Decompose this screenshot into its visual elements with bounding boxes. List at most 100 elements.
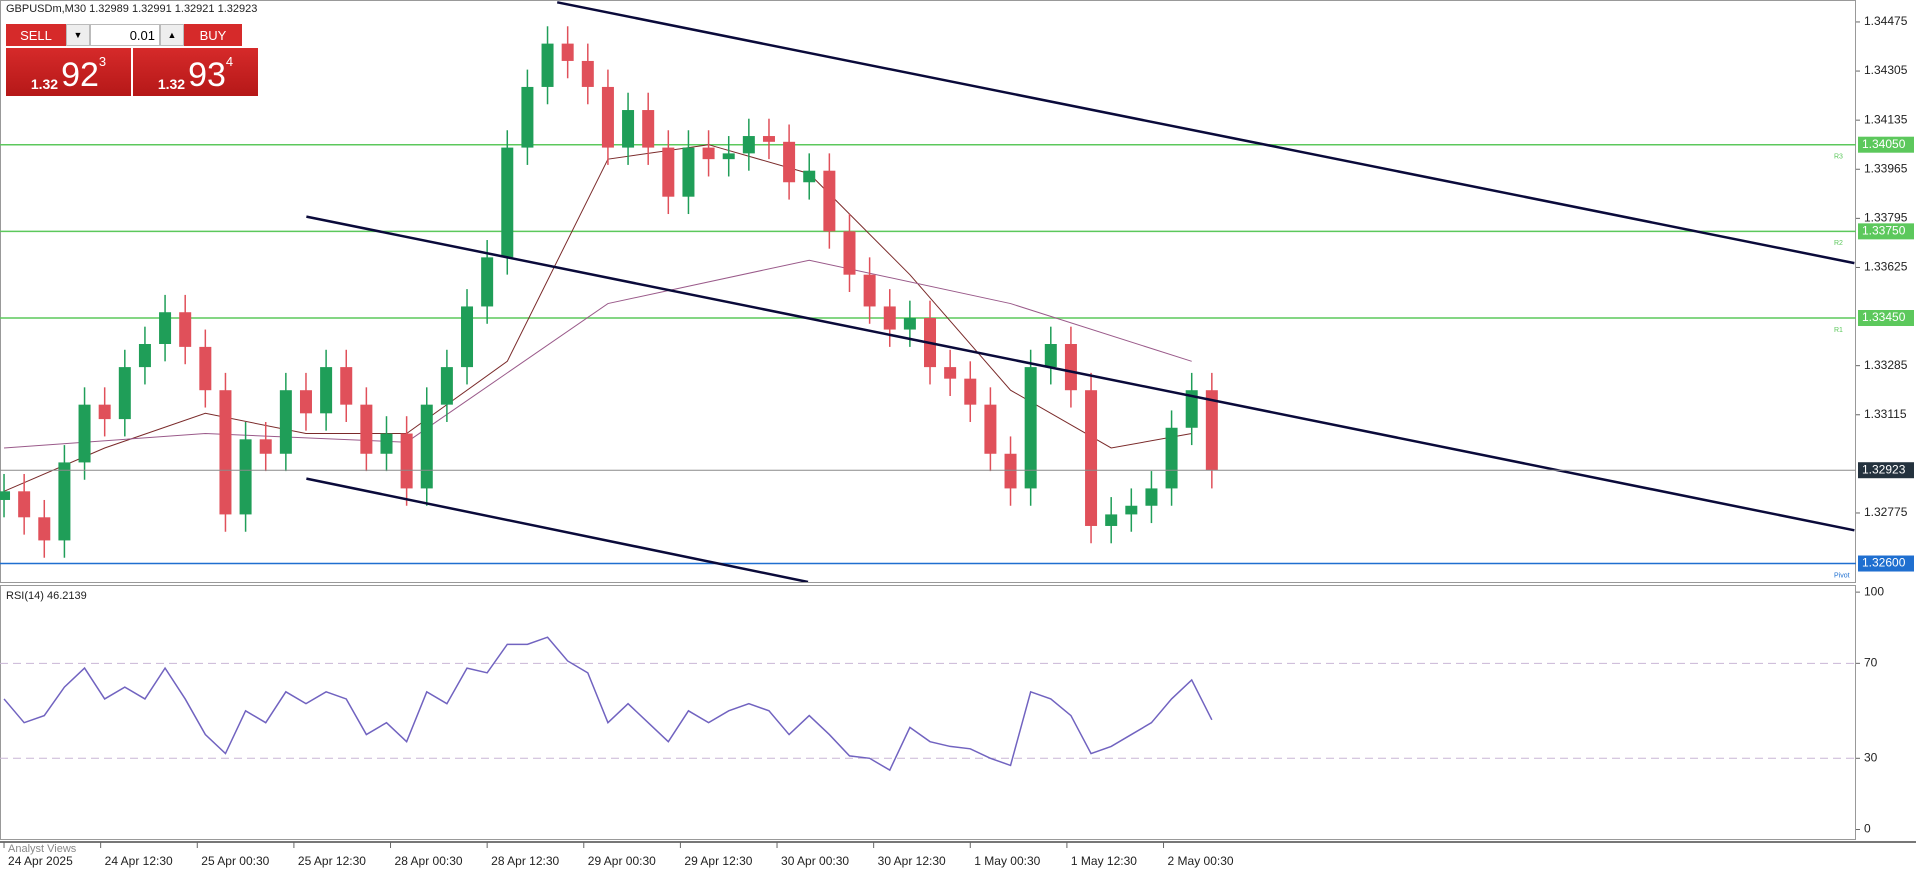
level-label: 1.32600 xyxy=(1862,556,1906,570)
x-tick-label: 29 Apr 00:30 xyxy=(588,854,656,868)
level-tag: R1 xyxy=(1834,327,1843,334)
y-tick-label: 1.34475 xyxy=(1864,14,1908,28)
level-label: 1.34050 xyxy=(1862,137,1906,151)
candle-body xyxy=(501,147,514,258)
x-tick-label: 28 Apr 00:30 xyxy=(395,854,463,868)
candle-body xyxy=(601,86,614,148)
candle-body xyxy=(783,141,796,183)
current-price-label: 1.32923 xyxy=(1862,462,1906,476)
candle-body xyxy=(340,367,353,405)
y-tick-label: 1.34305 xyxy=(1864,63,1908,77)
y-tick-label: 0 xyxy=(1864,822,1871,836)
y-tick-label: 1.34135 xyxy=(1864,112,1908,126)
x-tick-label: 24 Apr 12:30 xyxy=(105,854,173,868)
trade-panel: SELL ▼ 0.01 ▲ BUY 1.32 92 3 1.32 93 4 xyxy=(6,24,258,96)
candle-body xyxy=(1205,390,1218,471)
candle-body xyxy=(561,43,574,61)
analyst-views[interactable]: Analyst Views xyxy=(8,843,77,855)
candle-body xyxy=(581,60,594,87)
x-tick-label: 1 May 00:30 xyxy=(974,854,1040,868)
sell-button[interactable]: SELL xyxy=(6,24,66,46)
candle-body xyxy=(823,170,836,232)
candle-body xyxy=(541,43,554,87)
level-tag: Pivot xyxy=(1834,572,1850,579)
level-label-bg xyxy=(1858,555,1914,572)
candle-body xyxy=(1105,514,1118,526)
lot-down[interactable]: ▼ xyxy=(66,24,90,46)
candle-body xyxy=(1044,344,1057,368)
candle-body xyxy=(843,231,856,275)
level-label: 1.33450 xyxy=(1862,310,1906,324)
symbol-header: GBPUSDm,M30 1.32989 1.32991 1.32921 1.32… xyxy=(6,3,258,15)
level-label-bg xyxy=(1858,223,1914,240)
x-tick-label: 25 Apr 00:30 xyxy=(201,854,269,868)
candle-body xyxy=(440,367,453,405)
y-tick-label: 1.32775 xyxy=(1864,505,1908,519)
candle-body xyxy=(863,274,876,307)
candle-body xyxy=(259,439,272,454)
candle-body xyxy=(622,110,635,148)
candle-body xyxy=(38,517,51,541)
candle-body xyxy=(400,433,413,489)
candle-body xyxy=(1004,453,1017,489)
candle-body xyxy=(883,306,896,330)
bid-big: 1.32 xyxy=(30,76,59,92)
candle-body xyxy=(299,390,312,414)
y-tick-label: 1.33795 xyxy=(1864,211,1908,225)
bid-price[interactable]: 1.32 92 3 xyxy=(6,48,131,96)
ask-big: 1.32 xyxy=(157,76,186,92)
bid-digits: 92 xyxy=(61,56,99,94)
candle-body xyxy=(138,344,151,368)
y-tick-label: 1.33115 xyxy=(1864,407,1907,421)
x-tick-label: 25 Apr 12:30 xyxy=(298,854,366,868)
candle-body xyxy=(1085,390,1098,526)
x-tick-label: 28 Apr 12:30 xyxy=(491,854,559,868)
rsi-frame xyxy=(0,585,1856,840)
candle-body xyxy=(1145,488,1158,506)
ask-price[interactable]: 1.32 93 4 xyxy=(133,48,258,96)
candle-body xyxy=(78,404,91,463)
y-tick-label: 70 xyxy=(1864,656,1878,670)
level-tag: R3 xyxy=(1834,154,1843,161)
candle-body xyxy=(803,170,816,183)
x-tick-label: 30 Apr 00:30 xyxy=(781,854,849,868)
candle-body xyxy=(461,306,474,368)
x-tick-label: 30 Apr 12:30 xyxy=(878,854,946,868)
candle-body xyxy=(279,390,292,454)
y-tick-label: 1.33965 xyxy=(1864,161,1908,175)
lot-input[interactable]: 0.01 xyxy=(90,24,160,46)
candle-body xyxy=(58,462,71,541)
candle-body xyxy=(118,367,131,420)
candle-body xyxy=(1024,367,1037,489)
candle-body xyxy=(944,367,957,379)
buy-button[interactable]: BUY xyxy=(184,24,242,46)
trend-line xyxy=(306,215,1855,532)
candle-body xyxy=(420,404,433,489)
candle-body xyxy=(702,147,715,160)
main-frame xyxy=(0,0,1856,583)
level-label: 1.33750 xyxy=(1862,224,1906,238)
candle-body xyxy=(762,136,775,142)
trend-line xyxy=(306,477,809,582)
rsi-title: RSI(14) 46.2139 xyxy=(6,590,87,602)
candle-body xyxy=(662,147,675,197)
candle-body xyxy=(320,367,333,414)
level-label-bg xyxy=(1858,136,1914,153)
x-tick-label: 1 May 12:30 xyxy=(1071,854,1137,868)
candle-body xyxy=(1185,390,1198,428)
candle-body xyxy=(0,491,11,500)
lot-up[interactable]: ▲ xyxy=(160,24,184,46)
current-price-bg xyxy=(1858,462,1914,479)
y-tick-label: 1.33285 xyxy=(1864,358,1908,372)
candle-body xyxy=(642,110,655,148)
rsi-line xyxy=(3,636,1213,772)
y-tick-label: 100 xyxy=(1864,584,1884,598)
candle-body xyxy=(521,86,534,148)
candle-body xyxy=(903,318,916,330)
candle-body xyxy=(742,136,755,154)
candle-body xyxy=(1165,427,1178,489)
candle-body xyxy=(1064,344,1077,391)
candle-body xyxy=(984,404,997,454)
candle-body xyxy=(964,378,977,405)
